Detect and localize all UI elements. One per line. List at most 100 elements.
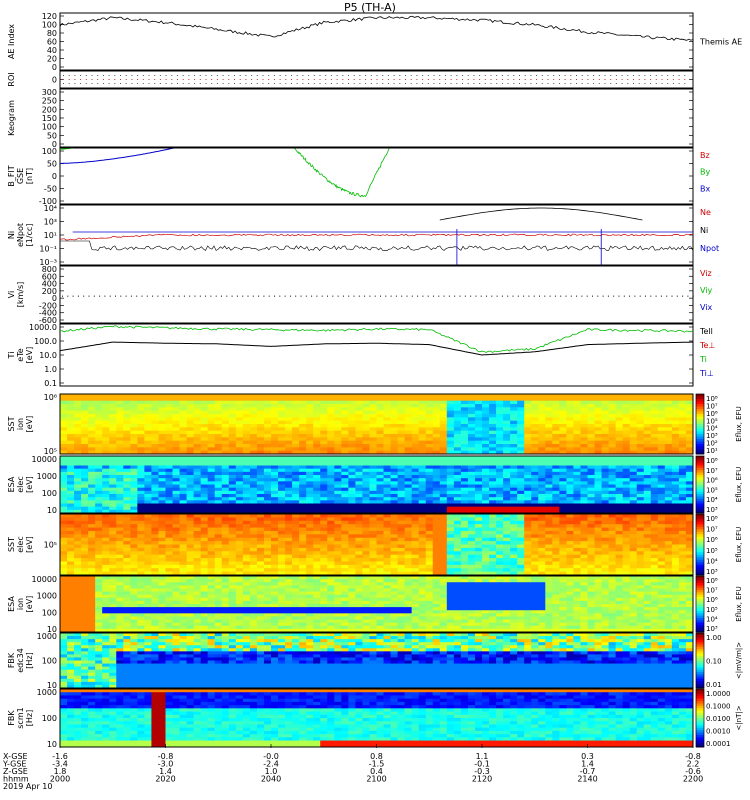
spectrogram-cell: [109, 459, 117, 463]
spectrogram-cell: [418, 475, 427, 479]
spectrogram-cell: [334, 475, 342, 479]
roi-dot: [262, 83, 264, 84]
roi-dot: [68, 83, 70, 84]
spectrogram-cell: [510, 427, 518, 432]
spectrogram-cell: [446, 520, 455, 525]
spectrogram-cell: [144, 459, 152, 463]
spectrogram-cell: [671, 468, 680, 473]
spectrogram-cell: [256, 437, 265, 442]
spectrogram-cell: [130, 468, 138, 473]
spectrogram-cell: [643, 434, 652, 438]
spectrogram-cell: [439, 497, 448, 501]
spectrogram-cell: [123, 447, 131, 452]
spectrogram-cell: [151, 450, 159, 455]
spectrogram-cell: [292, 490, 300, 495]
spectrogram-cell: [285, 487, 293, 492]
spectrogram-cell: [369, 444, 377, 448]
spectrogram-cell: [144, 544, 152, 549]
spectrogram-cell: [249, 503, 258, 508]
spectrogram-cell: [327, 541, 335, 545]
spectrogram-cell: [418, 410, 427, 415]
spectrogram-cell: [517, 465, 525, 470]
spectrogram-cell: [538, 456, 546, 460]
spectrogram-cell: [657, 427, 666, 432]
spectrogram-cell: [256, 462, 265, 466]
spectrogram-cell: [186, 407, 195, 412]
spectrogram-cell: [285, 537, 293, 542]
spectrogram-cell: [650, 509, 659, 514]
roi-dot: [171, 83, 173, 84]
spectrogram-cell: [559, 468, 567, 473]
spectrogram-cell: [397, 509, 406, 514]
spectrogram-cell: [418, 444, 427, 448]
spectrogram-cell: [580, 494, 588, 498]
spectrogram-cell: [545, 444, 553, 448]
spectrogram-cell: [200, 527, 209, 532]
spectrogram-cell: [193, 497, 202, 501]
spectrogram-cell: [517, 420, 525, 425]
spectrogram-cell: [200, 564, 209, 569]
spectrogram-cell: [432, 456, 441, 460]
spectrogram-cell: [235, 568, 244, 573]
spectrogram-cell: [320, 437, 328, 442]
legend-entry: Ti: [699, 355, 707, 364]
velocity-dot: [411, 295, 413, 297]
spectrogram-cell: [67, 468, 75, 473]
spectrogram-cell: [123, 561, 131, 566]
roi-dot: [222, 83, 224, 84]
spectrogram-cell: [432, 459, 441, 463]
spectrogram-cell: [228, 478, 237, 482]
spectrogram-cell: [383, 558, 391, 562]
spectrogram-cell: [615, 410, 624, 415]
spectrogram-cell: [74, 497, 82, 501]
spectrogram-cell: [67, 410, 75, 415]
spectrogram-cell: [341, 524, 349, 528]
spectrogram-cell: [397, 490, 406, 495]
spectrogram-cell: [278, 444, 286, 448]
spectrogram-cell: [95, 500, 103, 504]
spectrogram-cell: [313, 541, 321, 545]
spectrogram-cell: [123, 462, 131, 466]
spectrogram-cell: [320, 481, 328, 485]
spectrogram-cell: [636, 450, 645, 455]
spectrogram-cell: [193, 407, 202, 412]
spectrogram-cell: [242, 434, 251, 438]
spectrogram-cell: [292, 456, 300, 460]
spectrogram-cell: [186, 524, 195, 528]
spectrogram-cell: [109, 554, 117, 559]
spectrogram-cell: [545, 487, 553, 492]
roi-dot: [296, 79, 298, 80]
roi-dot: [621, 79, 623, 80]
spectrogram-cell: [242, 551, 251, 556]
spectrogram-cell: [643, 506, 652, 511]
spectrogram-cell: [657, 414, 666, 418]
spectrogram-cell: [137, 447, 145, 452]
spectrogram-cell: [214, 465, 223, 470]
spectrogram-cell: [404, 527, 413, 532]
roi-dot: [291, 83, 292, 84]
spectrogram-cell: [425, 437, 434, 442]
spectrogram-cell: [482, 440, 490, 445]
spectrogram-cell: [193, 524, 202, 528]
spectrogram-cell: [285, 564, 293, 569]
spectrogram-cell: [657, 437, 666, 442]
roi-dot: [137, 79, 139, 80]
spectrogram-cell: [418, 503, 427, 508]
spectrogram-cell: [622, 494, 631, 498]
spectrogram-cell: [186, 530, 195, 535]
spectrogram-cell: [123, 440, 131, 445]
spectrogram-cell: [517, 497, 525, 501]
spectrogram-cell: [573, 497, 581, 501]
velocity-dot: [533, 295, 535, 297]
spectrogram-cell: [214, 547, 223, 552]
spectrogram-cell: [320, 568, 328, 573]
colorbar-cell: [696, 484, 704, 488]
spectrogram-cell: [292, 478, 300, 482]
spectrogram-cell: [601, 465, 609, 470]
spectrogram-cell: [320, 471, 328, 476]
spectrogram-cell: [327, 487, 335, 492]
roi-dot: [148, 83, 150, 84]
spectrogram-cell: [109, 397, 117, 402]
spectrogram-cell: [165, 527, 173, 532]
colorbar-tick-label: 10⁸: [706, 395, 718, 403]
